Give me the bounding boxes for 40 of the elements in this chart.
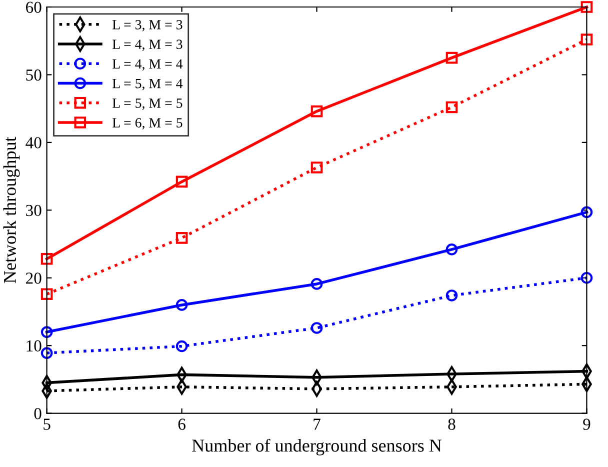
y-axis-title: Network throughput <box>3 136 20 284</box>
point <box>310 278 323 290</box>
x-axis-title: Number of underground sensors N <box>192 438 442 456</box>
point <box>310 322 323 334</box>
point <box>310 105 323 118</box>
legend-label: L = 3, M = 3 <box>112 20 182 32</box>
point <box>176 299 188 311</box>
y-tick-label: 0 <box>34 408 42 420</box>
x-tick-label: 6 <box>178 418 186 430</box>
point <box>40 326 53 338</box>
point <box>310 162 323 174</box>
legend-label: L = 6, M = 5 <box>112 118 182 130</box>
y-tick-label: 50 <box>26 69 42 81</box>
point <box>446 290 458 302</box>
legend-label: L = 4, M = 3 <box>112 40 182 51</box>
y-tick-label: 20 <box>26 272 42 284</box>
point <box>446 244 458 256</box>
x-tick-label: 8 <box>448 418 456 430</box>
point <box>40 253 53 265</box>
legend-label: L = 4, M = 4 <box>112 59 183 71</box>
y-tick-label: 40 <box>26 137 42 148</box>
point <box>580 206 593 218</box>
point <box>176 176 188 188</box>
point <box>580 34 593 46</box>
point <box>176 232 188 244</box>
legend-label: L = 5, M = 5 <box>112 98 182 110</box>
point <box>40 347 53 359</box>
point <box>40 288 53 300</box>
y-tick-label: 10 <box>26 340 42 352</box>
point <box>446 101 458 114</box>
point <box>446 52 458 64</box>
x-tick-label: 5 <box>44 418 50 430</box>
y-tick-label: 30 <box>26 204 42 216</box>
x-tick-label: 9 <box>583 418 590 430</box>
point <box>580 1 593 13</box>
x-tick-label: 7 <box>314 418 320 430</box>
point <box>580 272 593 284</box>
point <box>176 340 188 352</box>
y-tick-label: 60 <box>26 2 42 13</box>
legend-label: L = 5, M = 4 <box>112 78 183 90</box>
